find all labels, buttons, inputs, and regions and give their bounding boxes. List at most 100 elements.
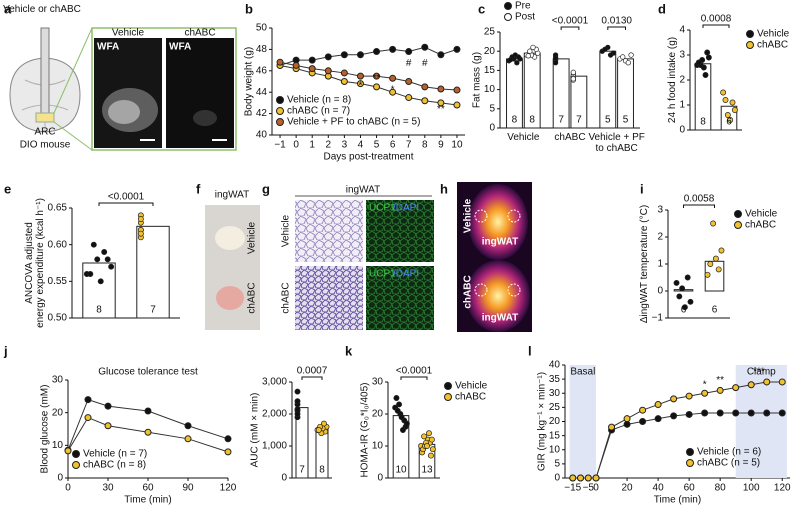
series-line — [572, 381, 783, 479]
injection-needle — [40, 27, 50, 117]
data-point — [602, 46, 608, 52]
n-label: 8 — [96, 305, 102, 316]
bar — [552, 58, 570, 129]
y-tick-label: 0 — [377, 473, 383, 484]
y-tick-label: 3 — [679, 50, 685, 61]
zoom-lines — [53, 27, 93, 151]
data-point — [701, 389, 709, 397]
x-tick-label: 100 — [743, 483, 760, 494]
series-line — [279, 61, 457, 91]
data-point — [701, 409, 709, 417]
data-point — [421, 83, 429, 91]
panel-letter: h — [440, 181, 448, 196]
data-point — [685, 392, 693, 400]
y-tick-label: 30 — [52, 375, 64, 386]
image-label: chABC — [247, 282, 258, 313]
data-point — [403, 420, 410, 427]
y-tick-label: 5 — [489, 103, 495, 114]
legend-label: chABC (n = 8) — [83, 460, 146, 471]
micrograph-chabc — [166, 38, 234, 148]
data-point — [654, 415, 662, 423]
roi-label: ingWAT — [482, 237, 518, 248]
significance: *** — [753, 367, 765, 378]
data-point — [731, 107, 738, 113]
n-label: 7 — [150, 305, 156, 316]
data-point — [137, 216, 144, 222]
stain-label: WFA — [169, 42, 191, 53]
legend-marker — [444, 382, 452, 390]
y-tick-label: 3 — [657, 205, 663, 216]
legend-label: chABC (n = 7) — [287, 106, 350, 117]
data-point — [620, 54, 626, 60]
y-tick-label: 46 — [256, 65, 268, 76]
bracket — [98, 202, 154, 206]
y-tick-label: 2 — [657, 232, 663, 243]
bracket — [301, 376, 323, 380]
legend-marker — [686, 459, 694, 467]
data-point — [294, 388, 301, 395]
data-point — [570, 69, 576, 75]
y-tick-label: 2,000 — [262, 409, 287, 420]
y-tick-label: 42 — [256, 108, 268, 119]
x-tick-label: 4 — [358, 140, 364, 151]
data-point — [695, 59, 702, 66]
data-point — [340, 69, 348, 77]
x-axis-label: Time (min) — [654, 495, 701, 506]
y-axis-label: GIR (mg kg⁻¹ × min⁻¹) — [537, 372, 548, 471]
data-point — [685, 410, 693, 418]
y-tick-label: 15 — [484, 65, 496, 76]
x-tick-label: 1 — [309, 140, 315, 151]
data-point — [340, 78, 348, 85]
data-point — [101, 249, 108, 255]
n-label: 13 — [421, 465, 433, 476]
x-tick-label: 10 — [451, 140, 463, 151]
significance: * — [391, 85, 395, 96]
significance: ** — [373, 73, 381, 84]
data-point — [722, 97, 729, 103]
data-point — [592, 474, 600, 482]
x-tick-label: chABC — [554, 132, 586, 143]
panel-letter: g — [262, 181, 270, 196]
y-tick-label: 5 — [554, 459, 560, 470]
bar — [570, 75, 588, 129]
n-label: 6 — [712, 305, 718, 316]
data-point — [64, 447, 72, 455]
bar — [295, 407, 309, 479]
data-point — [87, 271, 94, 277]
y-tick-label: 48 — [256, 44, 268, 55]
data-point — [389, 45, 397, 53]
marker-label: UCP1 — [369, 203, 396, 214]
data-point — [607, 52, 614, 58]
data-point — [389, 88, 397, 96]
y-tick-label: 15 — [549, 430, 561, 441]
bar — [136, 225, 170, 319]
data-point — [710, 220, 717, 227]
y-axis-label: Blood glucose (mM) — [40, 385, 51, 474]
legend-label: Vehicle (n = 7) — [83, 449, 147, 460]
data-point — [340, 51, 348, 59]
data-point — [308, 65, 316, 73]
data-point — [426, 430, 432, 437]
y-tick-label: 30 — [549, 388, 561, 399]
x-tick-label: 9 — [438, 140, 444, 151]
wfa-signal — [108, 100, 140, 124]
data-point — [552, 55, 559, 61]
p-value: 0.0008 — [701, 14, 732, 25]
marker-label: UCP1 — [369, 269, 396, 280]
y-axis-label: HOMA-IR (G₀*I₀/405) — [360, 383, 371, 478]
n-label: 8 — [529, 115, 535, 126]
n-label: 5 — [623, 115, 629, 126]
legend-label: Pre — [515, 1, 531, 12]
y-tick-label: 0 — [57, 473, 63, 484]
panel-letter: a — [4, 1, 12, 16]
x-tick-label: 3 — [342, 140, 348, 151]
x-tick-label: 120 — [220, 483, 237, 494]
data-point — [144, 407, 152, 415]
x-tick-label: 6 — [390, 140, 396, 151]
y-axis-label: energy expenditure (kcal h⁻¹) — [35, 198, 46, 328]
p-value: 0.0130 — [601, 16, 632, 27]
legend-marker — [276, 118, 284, 126]
x-tick-label: 80 — [715, 483, 727, 494]
y-tick-label: −1 — [652, 313, 664, 324]
image-label: chABC — [184, 28, 215, 39]
